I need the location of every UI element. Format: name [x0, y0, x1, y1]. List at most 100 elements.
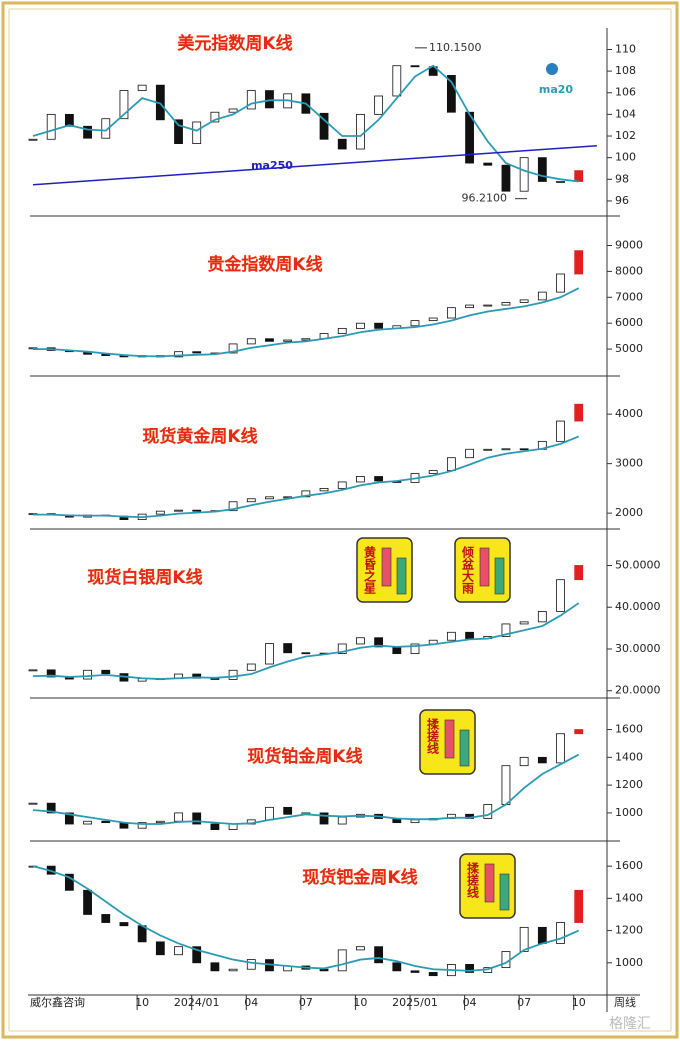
- candle: [337, 643, 347, 654]
- annotation: 96.2100: [462, 192, 508, 205]
- moving-average: [32, 865, 580, 972]
- candle: [537, 756, 547, 764]
- badge-icon: [381, 547, 392, 587]
- candle: [210, 111, 220, 123]
- y-tick-label: 1000: [615, 806, 643, 819]
- candle: [519, 756, 529, 767]
- candle: [574, 403, 584, 422]
- candle: [319, 112, 329, 140]
- candle: [519, 621, 529, 625]
- candle: [137, 822, 147, 829]
- candle: [246, 90, 256, 110]
- candle: [174, 946, 183, 956]
- candle: [101, 820, 111, 824]
- candle: [356, 637, 365, 645]
- candle: [556, 420, 565, 442]
- candle: [337, 138, 347, 150]
- candle: [28, 802, 38, 805]
- x-tick-label: 10: [135, 996, 149, 1009]
- candle: [46, 113, 56, 140]
- candle: [337, 816, 347, 825]
- candle: [483, 804, 493, 819]
- panel-title: 现货白银周K线: [87, 567, 202, 588]
- candle: [246, 338, 256, 345]
- panel-title: 现货钯金周K线: [302, 867, 417, 888]
- candle: [556, 579, 565, 612]
- x-tick-label: 04: [463, 996, 477, 1009]
- candle: [210, 962, 220, 972]
- candle: [519, 448, 529, 451]
- panel-title: 现货铂金周K线: [247, 746, 362, 767]
- y-tick-label: 98: [615, 172, 629, 185]
- y-tick-label: 1000: [615, 956, 643, 969]
- candle: [483, 448, 493, 451]
- candle: [228, 108, 238, 113]
- panel-title: 现货黄金周K线: [142, 426, 257, 447]
- y-tick-label: 8000: [615, 264, 643, 277]
- candle: [101, 669, 111, 675]
- y-tick-label: 40.0000: [615, 600, 661, 613]
- candle: [192, 509, 202, 512]
- y-tick-label: 1400: [615, 891, 643, 904]
- y-tick-label: 7000: [615, 290, 643, 303]
- candle: [392, 646, 402, 654]
- y-tick-label: 100: [615, 151, 636, 164]
- y-tick-label: 1600: [615, 723, 643, 736]
- candle: [174, 351, 183, 358]
- y-tick-label: 104: [615, 107, 636, 120]
- candle: [301, 490, 311, 498]
- badge-icon: [494, 557, 505, 595]
- candle: [356, 946, 365, 951]
- candle: [374, 322, 384, 329]
- candle: [446, 75, 456, 113]
- candle: [119, 90, 129, 120]
- badge-text: 揉搓线: [426, 717, 440, 755]
- candle: [246, 498, 256, 503]
- candle: [501, 623, 511, 637]
- ma-label: ma20: [539, 83, 574, 96]
- candle: [301, 338, 311, 341]
- period: 周线: [614, 995, 636, 1009]
- candle: [46, 669, 56, 678]
- panel-title: 美元指数周K线: [177, 33, 292, 54]
- y-tick-label: 108: [615, 64, 636, 77]
- long-ma-label: ma250: [251, 159, 293, 172]
- candle: [283, 339, 293, 342]
- candle: [356, 113, 365, 150]
- candle: [265, 338, 274, 342]
- y-tick-label: 4000: [615, 407, 643, 420]
- candle: [174, 812, 183, 822]
- badge-text: 倾盆大雨: [461, 545, 475, 595]
- candle: [556, 273, 565, 293]
- y-tick-label: 3000: [615, 457, 643, 470]
- candle: [465, 111, 474, 164]
- candle: [446, 631, 456, 641]
- x-tick-label: 04: [244, 996, 258, 1009]
- y-tick-label: 106: [615, 86, 636, 99]
- candle: [228, 968, 238, 972]
- candle: [101, 914, 111, 923]
- candle: [64, 873, 74, 891]
- candle: [374, 476, 384, 482]
- candle: [374, 637, 384, 648]
- candle: [174, 509, 183, 512]
- candle: [556, 181, 565, 183]
- candle: [83, 125, 92, 139]
- candle: [537, 611, 547, 623]
- candle: [265, 90, 274, 109]
- candle: [283, 643, 293, 654]
- x-tick-label: 2025/01: [392, 996, 438, 1009]
- candle: [192, 946, 202, 964]
- x-tick-label: 07: [299, 996, 313, 1009]
- y-tick-label: 30.0000: [615, 642, 661, 655]
- x-tick-label: 10: [572, 996, 586, 1009]
- candle: [556, 922, 565, 944]
- candle: [446, 307, 456, 319]
- y-tick-label: 102: [615, 129, 636, 142]
- candle: [319, 487, 329, 492]
- candle: [574, 729, 584, 735]
- candle: [64, 812, 74, 825]
- candle: [46, 802, 56, 814]
- badge-icon: [484, 863, 495, 903]
